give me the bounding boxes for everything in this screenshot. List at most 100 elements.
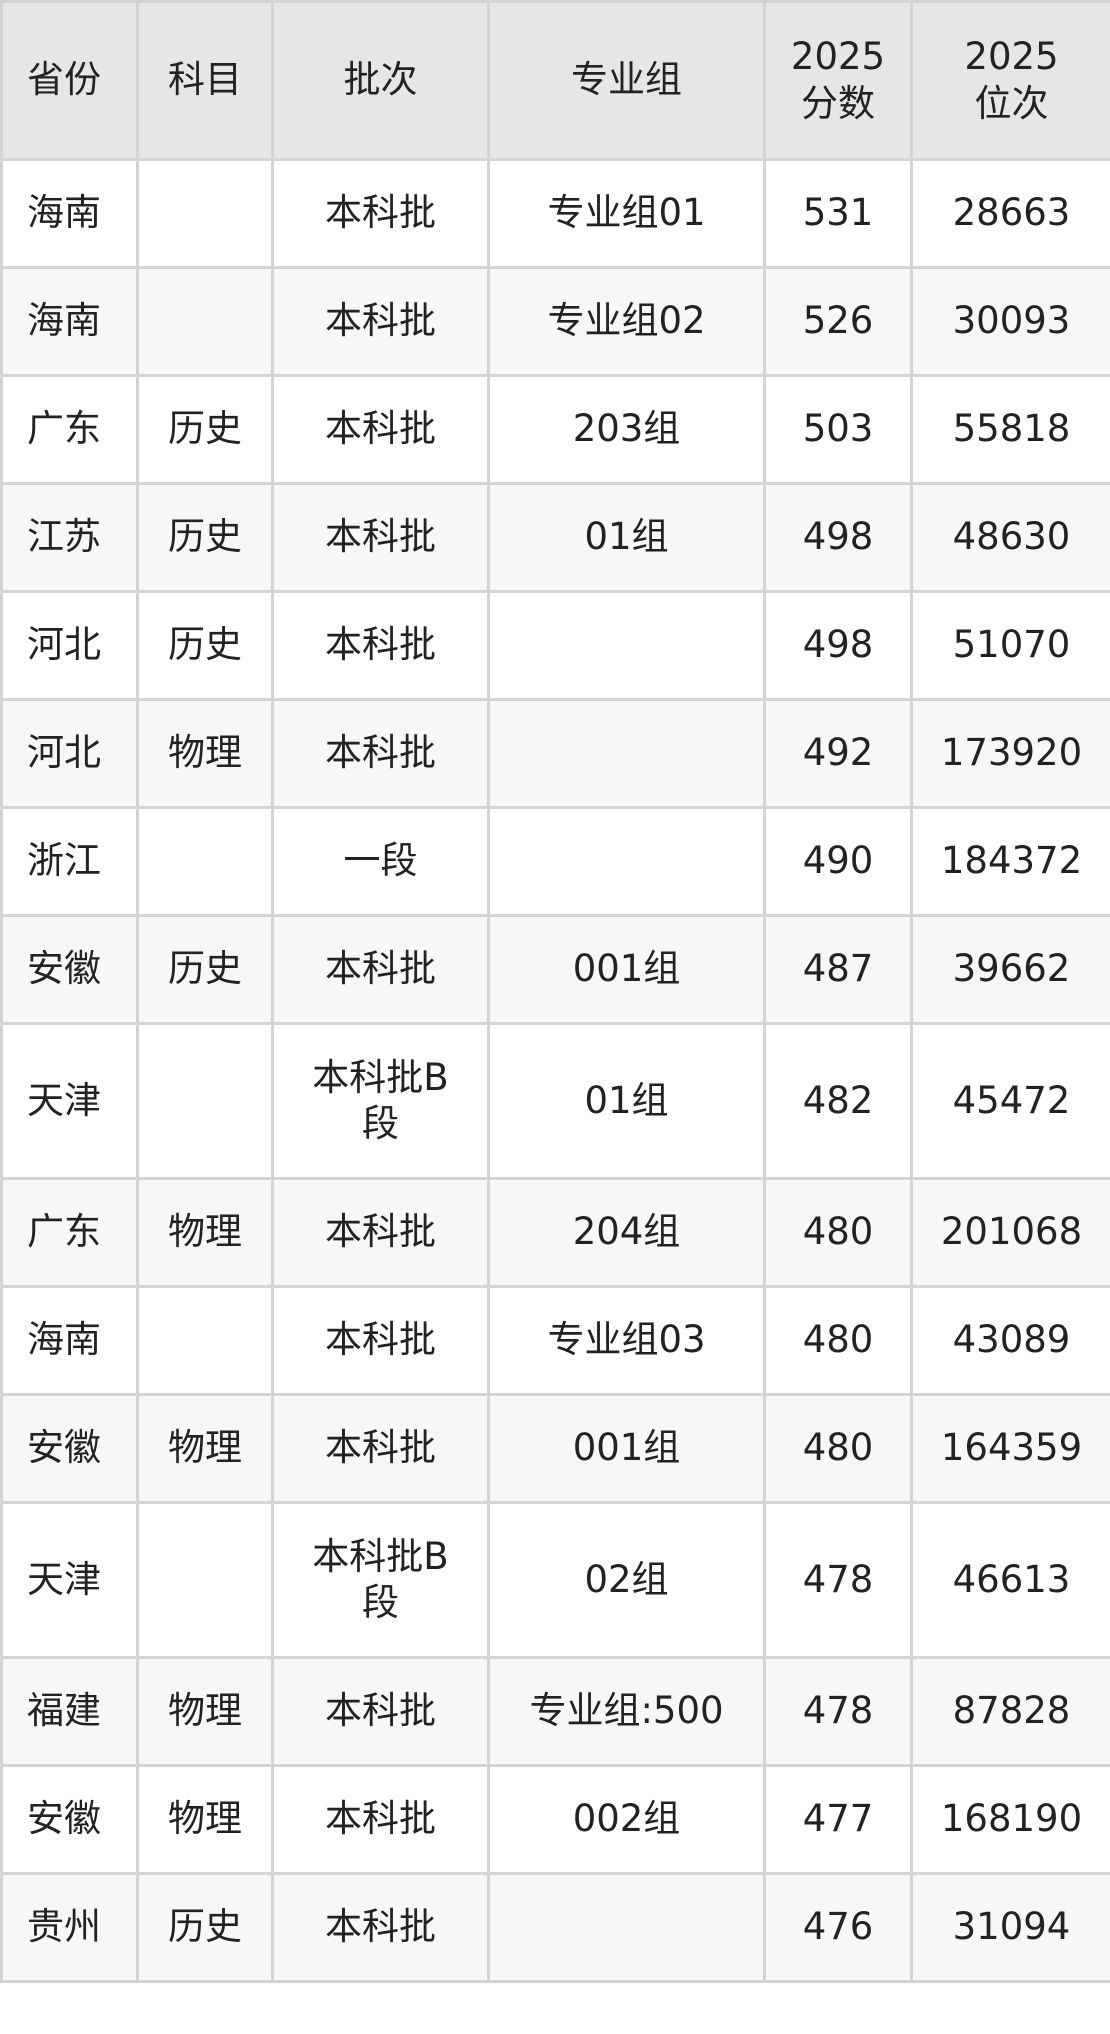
cell-major-group: 专业组01 [487, 158, 766, 269]
cell-subject: 物理 [136, 1177, 274, 1288]
cell-score: 498 [763, 590, 913, 701]
table-row: 安徽 物理 本科批 002组 477 168190 [0, 1764, 1110, 1875]
cell-rank: 31094 [910, 1872, 1110, 1983]
cell-batch: 本科批B段 [271, 1501, 490, 1659]
cell-score: 526 [763, 266, 913, 377]
table-row: 福建 物理 本科批 专业组:500 478 87828 [0, 1656, 1110, 1767]
table-row: 贵州 历史 本科批 476 31094 [0, 1872, 1110, 1983]
cell-province: 安徽 [0, 914, 139, 1025]
cell-subject: 物理 [136, 698, 274, 809]
cell-batch: 本科批 [271, 374, 490, 485]
cell-score: 480 [763, 1177, 913, 1288]
cell-major-group [487, 806, 766, 917]
table-row: 天津 本科批B段 02组 478 46613 [0, 1501, 1110, 1659]
cell-batch: 本科批 [271, 482, 490, 593]
cell-rank: 39662 [910, 914, 1110, 1025]
cell-batch: 本科批 [271, 1285, 490, 1396]
cell-province: 天津 [0, 1501, 139, 1659]
cell-province: 安徽 [0, 1764, 139, 1875]
cell-batch: 本科批 [271, 1177, 490, 1288]
cell-major-group: 001组 [487, 1393, 766, 1504]
cell-score: 490 [763, 806, 913, 917]
cell-batch: 本科批 [271, 1393, 490, 1504]
cell-rank: 87828 [910, 1656, 1110, 1767]
cell-rank: 51070 [910, 590, 1110, 701]
cell-subject: 物理 [136, 1393, 274, 1504]
table-row: 海南 本科批 专业组03 480 43089 [0, 1285, 1110, 1396]
cell-batch: 本科批B段 [271, 1022, 490, 1180]
cell-major-group: 专业组02 [487, 266, 766, 377]
header-batch: 批次 [271, 0, 490, 161]
table-row: 广东 物理 本科批 204组 480 201068 [0, 1177, 1110, 1288]
cell-subject: 历史 [136, 590, 274, 701]
cell-rank: 184372 [910, 806, 1110, 917]
cell-province: 河北 [0, 698, 139, 809]
cell-score: 477 [763, 1764, 913, 1875]
cell-province: 广东 [0, 1177, 139, 1288]
cell-subject [136, 1501, 274, 1659]
cell-score: 482 [763, 1022, 913, 1180]
cell-score: 498 [763, 482, 913, 593]
cell-rank: 28663 [910, 158, 1110, 269]
cell-subject: 历史 [136, 482, 274, 593]
cell-province: 安徽 [0, 1393, 139, 1504]
cell-score: 503 [763, 374, 913, 485]
cell-province: 天津 [0, 1022, 139, 1180]
cell-rank: 173920 [910, 698, 1110, 809]
cell-score: 480 [763, 1285, 913, 1396]
batch-text: 本科批B段 [312, 1534, 449, 1624]
cell-major-group: 204组 [487, 1177, 766, 1288]
cell-score: 480 [763, 1393, 913, 1504]
cell-major-group: 01组 [487, 482, 766, 593]
cell-province: 江苏 [0, 482, 139, 593]
cell-province: 贵州 [0, 1872, 139, 1983]
cell-province: 浙江 [0, 806, 139, 917]
cell-batch: 一段 [271, 806, 490, 917]
cell-score: 531 [763, 158, 913, 269]
table-row: 安徽 物理 本科批 001组 480 164359 [0, 1393, 1110, 1504]
cell-province: 海南 [0, 158, 139, 269]
header-major-group: 专业组 [487, 0, 766, 161]
cell-rank: 55818 [910, 374, 1110, 485]
cell-subject: 历史 [136, 914, 274, 1025]
header-score: 2025 分数 [763, 0, 913, 161]
cell-major-group: 专业组:500 [487, 1656, 766, 1767]
cell-rank: 48630 [910, 482, 1110, 593]
table-row: 江苏 历史 本科批 01组 498 48630 [0, 482, 1110, 593]
cell-rank: 164359 [910, 1393, 1110, 1504]
cell-batch: 本科批 [271, 266, 490, 377]
table-row: 河北 物理 本科批 492 173920 [0, 698, 1110, 809]
cell-batch: 本科批 [271, 590, 490, 701]
admission-scores-table: 省份 科目 批次 专业组 2025 分数 2025 位次 海南 本科批 专业组01 531 28663… [0, 0, 1110, 1983]
cell-subject [136, 1022, 274, 1180]
cell-major-group: 专业组03 [487, 1285, 766, 1396]
cell-rank: 30093 [910, 266, 1110, 377]
table-row: 天津 本科批B段 01组 482 45472 [0, 1022, 1110, 1180]
cell-batch: 本科批 [271, 1764, 490, 1875]
cell-major-group: 203组 [487, 374, 766, 485]
header-province: 省份 [0, 0, 139, 161]
cell-province: 广东 [0, 374, 139, 485]
header-subject: 科目 [136, 0, 274, 161]
table-row: 浙江 一段 490 184372 [0, 806, 1110, 917]
cell-subject [136, 806, 274, 917]
cell-subject [136, 158, 274, 269]
cell-score: 476 [763, 1872, 913, 1983]
cell-score: 492 [763, 698, 913, 809]
cell-score: 478 [763, 1501, 913, 1659]
header-row: 省份 科目 批次 专业组 2025 分数 2025 位次 [0, 0, 1110, 161]
cell-rank: 46613 [910, 1501, 1110, 1659]
cell-score: 478 [763, 1656, 913, 1767]
cell-province: 福建 [0, 1656, 139, 1767]
cell-rank: 43089 [910, 1285, 1110, 1396]
cell-subject [136, 1285, 274, 1396]
cell-rank: 168190 [910, 1764, 1110, 1875]
cell-subject: 历史 [136, 1872, 274, 1983]
cell-major-group: 01组 [487, 1022, 766, 1180]
cell-batch: 本科批 [271, 914, 490, 1025]
table-row: 广东 历史 本科批 203组 503 55818 [0, 374, 1110, 485]
cell-major-group: 001组 [487, 914, 766, 1025]
batch-text: 本科批B段 [312, 1055, 449, 1145]
cell-batch: 本科批 [271, 158, 490, 269]
cell-province: 海南 [0, 266, 139, 377]
